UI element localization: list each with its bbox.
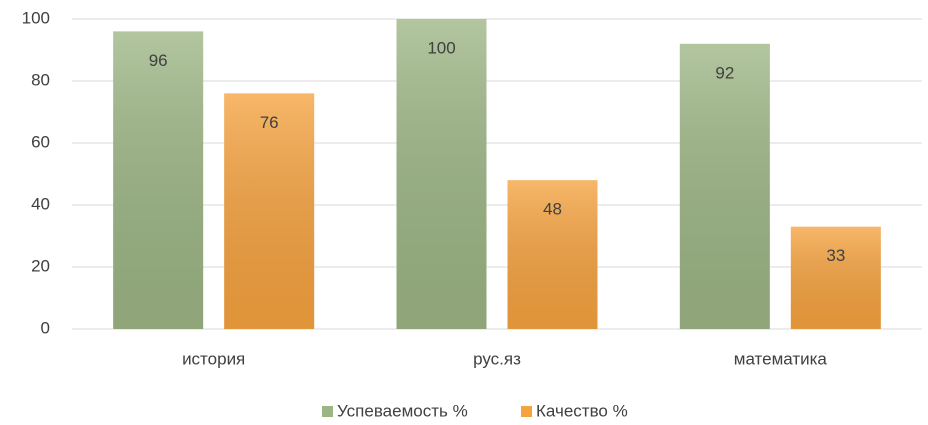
bar-shade [396, 19, 487, 329]
bar-shade [507, 180, 598, 329]
x-tick-label: рус.яз [473, 349, 521, 368]
legend-swatch [521, 406, 532, 417]
data-label: 96 [149, 51, 168, 70]
x-tick-label: математика [734, 349, 828, 368]
data-label: 48 [543, 200, 562, 219]
data-label: 76 [260, 113, 279, 132]
y-tick-label: 20 [31, 256, 50, 275]
y-tick-label: 40 [31, 194, 50, 213]
legend-label: Качество % [536, 401, 628, 420]
y-tick-label: 60 [31, 132, 50, 151]
legend-swatch [322, 406, 333, 417]
y-tick-label: 100 [22, 8, 50, 27]
data-label: 33 [826, 246, 845, 265]
bar-shade [113, 31, 204, 330]
legend-label: Успеваемость % [337, 401, 468, 420]
data-label: 100 [427, 38, 455, 57]
data-label: 92 [715, 63, 734, 82]
y-tick-label: 80 [31, 70, 50, 89]
y-tick-label: 0 [41, 318, 50, 337]
bar-shade [790, 226, 881, 329]
x-tick-label: история [182, 349, 245, 368]
bar-shade [224, 93, 315, 330]
bar-shade [679, 43, 770, 330]
